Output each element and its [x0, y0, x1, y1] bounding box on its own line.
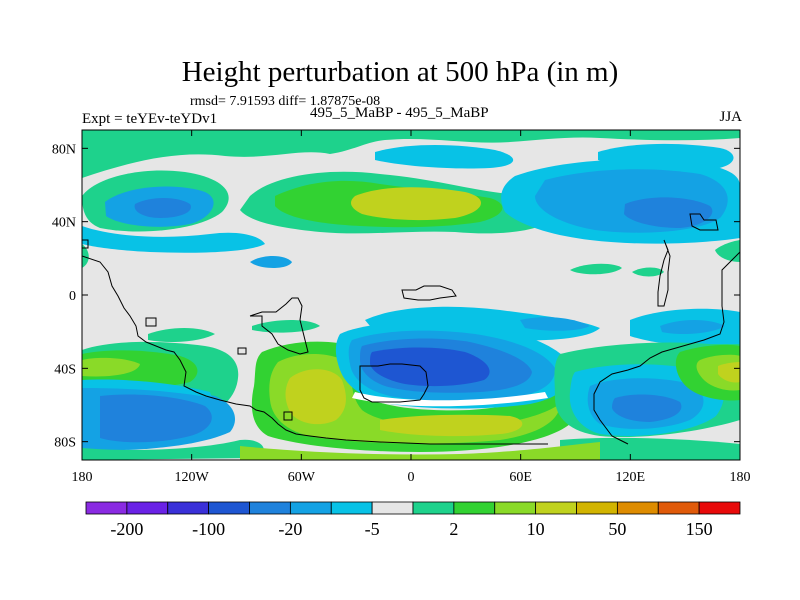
n-hem-right-edge: [715, 240, 740, 262]
s-indian-green-bottom: [560, 437, 740, 460]
colorbar-label: 50: [608, 519, 626, 539]
colorbar-label: 2: [449, 519, 458, 539]
colorbar-swatch: [249, 501, 291, 515]
x-tick-label: 60W: [288, 470, 316, 485]
coast-africa: [359, 363, 429, 403]
colorbar-swatch: [167, 501, 210, 515]
colorbar-label: -100: [192, 519, 225, 539]
colorbar-swatch: [494, 501, 537, 515]
coast-asia-east: [689, 213, 719, 231]
s-pacific-green-bottom: [82, 439, 264, 460]
n-pacific-cyan-strip: [82, 226, 265, 253]
s-pacific-low-core: [100, 394, 212, 443]
colorbar-swatch: [576, 501, 618, 515]
colorbar-swatch: [371, 501, 414, 515]
coastlines: [82, 213, 740, 445]
rmsd-diff-stats: rmsd= 7.91593 diff= 1.87875e-08: [190, 94, 381, 109]
colorbar-label: -20: [278, 519, 302, 539]
arctic-green-band: [82, 130, 740, 178]
trop-right-cyan-core: [660, 320, 725, 334]
chart-title: Height perturbation at 500 hPa (in m): [181, 56, 619, 88]
s-indian-low-core: [612, 394, 682, 422]
nw-pacific-low-inner: [134, 198, 191, 218]
case-label: 495_5_MaBP - 495_5_MaBP: [310, 105, 489, 121]
x-tick-label: 0: [408, 470, 415, 485]
contour-field: [82, 130, 740, 460]
colorbar-swatch: [698, 501, 741, 515]
coast-asia-pacific: [657, 239, 671, 307]
y-tick-label: 80N: [52, 142, 76, 157]
coast-americas: [82, 239, 548, 445]
colorbar-swatch: [412, 501, 455, 515]
season-label: JJA: [719, 109, 742, 125]
colorbar: -200 -100 -20 -5 2 10 50 150: [85, 501, 741, 539]
s-atlantic-high-core: [285, 369, 346, 425]
n-atlantic-high-core: [350, 187, 482, 221]
colorbar-swatch: [126, 501, 169, 515]
s-pacific-yellow: [82, 357, 140, 377]
x-tick-label: 180: [730, 470, 751, 485]
colorbar-swatch: [453, 501, 496, 515]
colorbar-swatch: [616, 501, 659, 515]
coast-s-america-tip: [283, 411, 293, 421]
colorbar-swatch: [657, 501, 700, 515]
n-hem-blob-2: [570, 263, 622, 275]
trop-left-green: [148, 328, 215, 342]
x-tick-label: 180: [72, 470, 93, 485]
colorbar-swatch: [289, 501, 332, 515]
trop-green-left-2: [252, 320, 320, 333]
colorbar-label: -200: [110, 519, 143, 539]
s-ocean-yellow-strip: [380, 414, 523, 437]
coast-australia: [593, 251, 740, 445]
colorbar-swatch: [535, 501, 577, 515]
colorbar-label: 10: [527, 519, 545, 539]
experiment-label: Expt = teYEv-teYDv1: [82, 111, 218, 127]
n-hem-blob-3: [632, 267, 664, 277]
coast-africa-north: [401, 285, 457, 301]
y-tick-label: 40S: [54, 362, 76, 377]
colorbar-label: 150: [686, 519, 713, 539]
s-ocean-bottom-band: [240, 442, 600, 460]
arctic-cyan-patch: [375, 145, 514, 169]
colorbar-swatch: [330, 501, 373, 515]
s-atlantic-low-core: [370, 347, 490, 387]
s-pacific-cyan-ring: [82, 379, 212, 398]
s-atlantic-white-ring: [352, 392, 548, 407]
trop-cyan-core: [520, 317, 590, 331]
x-tick-label: 120W: [175, 470, 210, 485]
asia-low-core: [624, 197, 713, 228]
y-tick-label: 40N: [52, 216, 76, 231]
s-dateline-high-peak: [718, 362, 740, 383]
n-hem-left-edge: [82, 244, 89, 268]
x-tick-label: 120E: [616, 470, 646, 485]
y-tick-label: 0: [69, 289, 76, 304]
colorbar-swatch: [208, 501, 250, 515]
coast-island-2: [237, 347, 247, 355]
colorbar-label: -5: [365, 519, 380, 539]
coast-island-1: [145, 317, 157, 327]
s-atlantic-high-yellow: [269, 353, 560, 444]
colorbar-swatch: [85, 501, 128, 515]
axes: 180 120W 60W 0 60E 120E 180 80N 40N 0 40S 80S: [52, 130, 751, 485]
coast-s-america: [249, 297, 309, 355]
n-hem-blob-1: [250, 256, 292, 268]
y-tick-label: 80S: [54, 436, 76, 451]
x-tick-label: 60E: [509, 470, 532, 485]
